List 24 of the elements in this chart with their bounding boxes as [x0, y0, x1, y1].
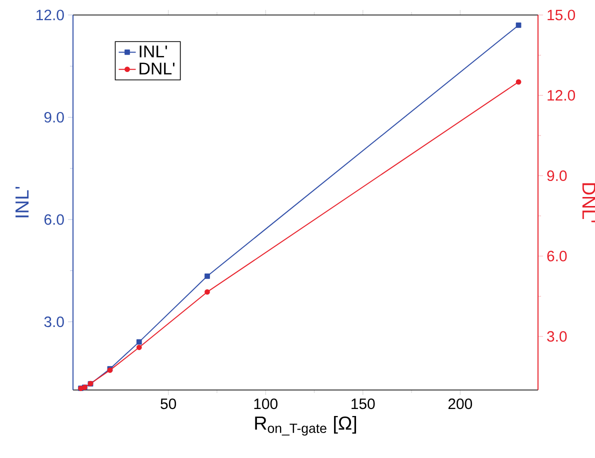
- y2-tick-label: 3.0: [547, 331, 567, 342]
- x-tick-label: 100: [254, 398, 278, 410]
- y2-tick-label: 6.0: [547, 250, 567, 262]
- x-axis-title: R$_{on_T-gate}$ [Ω]: [255, 416, 356, 436]
- y-tick-label: 9.0: [44, 112, 64, 123]
- point: [136, 344, 142, 350]
- x-tick-label: 200: [448, 398, 472, 410]
- y-tick-label: 3.0: [44, 316, 64, 328]
- point: [516, 22, 522, 28]
- y2-tick-label: 12.0: [548, 90, 576, 101]
- legend-label: INL': [140, 46, 167, 58]
- x-tick-label: 50: [160, 398, 176, 410]
- y2-tick-label: 15.0: [548, 10, 576, 20]
- y-tick-label: 12.0: [36, 10, 64, 20]
- point: [516, 79, 522, 85]
- y-tick-label: 6.0: [44, 214, 64, 225]
- x-tick-label: 150: [352, 398, 375, 410]
- y-axis-title: INL': [16, 186, 29, 218]
- y2-axis-title: DNL': [582, 183, 595, 222]
- point: [204, 289, 210, 295]
- point: [136, 339, 142, 345]
- legend-label: DNL': [140, 62, 174, 74]
- y2-tick-label: 9.0: [547, 170, 567, 181]
- point: [204, 273, 210, 279]
